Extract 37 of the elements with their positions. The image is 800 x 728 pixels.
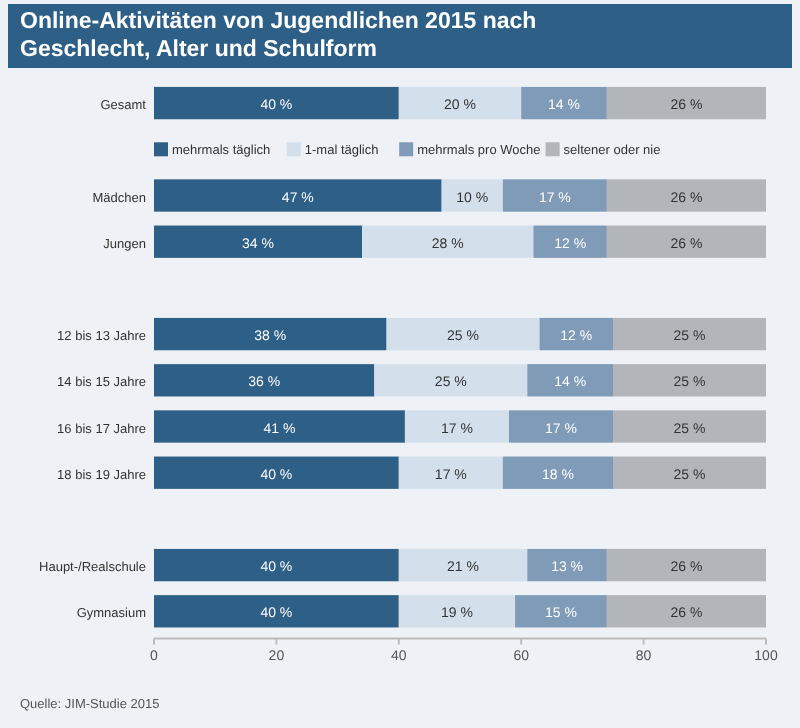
bar [527, 548, 607, 582]
bar [613, 410, 766, 443]
bar [606, 179, 766, 212]
bar [154, 548, 399, 582]
bar [398, 456, 503, 489]
bar [613, 456, 766, 489]
bar [533, 225, 607, 258]
bar [539, 317, 613, 351]
bar [606, 225, 766, 258]
bar [154, 86, 399, 120]
bar [398, 595, 516, 628]
bar [154, 456, 399, 489]
bar [508, 410, 613, 443]
bar [154, 179, 442, 212]
bar [154, 595, 399, 628]
bar [521, 86, 607, 120]
bar [398, 548, 528, 582]
bar [154, 225, 363, 258]
bar [362, 225, 534, 258]
bar [515, 595, 607, 628]
bar [154, 317, 387, 351]
bar [441, 179, 503, 212]
bar [154, 410, 405, 443]
bar [502, 179, 607, 212]
bar [374, 364, 528, 397]
bar [613, 317, 766, 351]
chart-title: Online-Aktivitäten von Jugendlichen 2015 nach Geschlecht, Alter und Schulform [20, 10, 537, 62]
bar [606, 595, 766, 628]
bar [154, 364, 375, 397]
bar [527, 364, 613, 397]
bar [398, 86, 522, 120]
bar [613, 364, 766, 397]
bar [502, 456, 613, 489]
bar [404, 410, 509, 443]
bar [606, 86, 766, 120]
bar [606, 548, 766, 582]
bar [386, 317, 540, 351]
